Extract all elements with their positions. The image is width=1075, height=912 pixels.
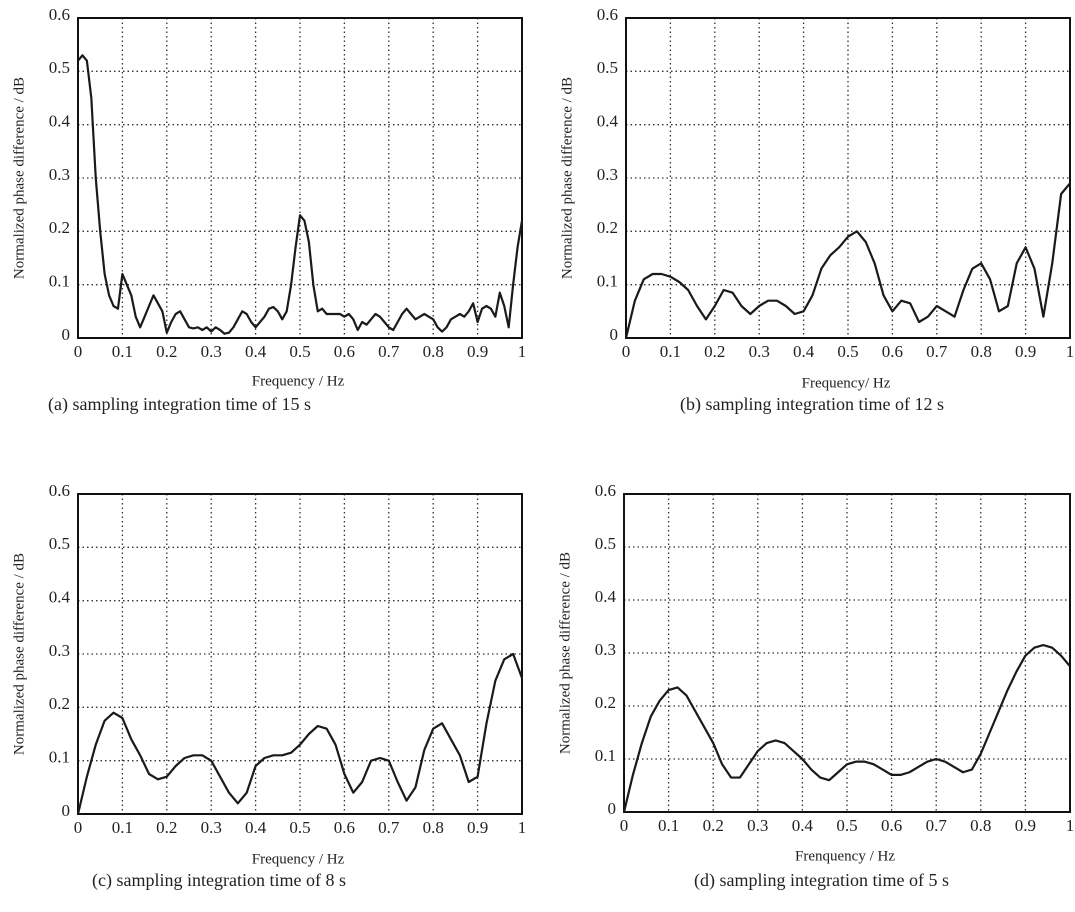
plot-frame — [623, 493, 1071, 813]
y-tick-label: 0.3 — [597, 165, 618, 184]
subplot: 0 0.1 0.2 0.3 0.4 0.5 0.6 0 0.1 0.2 0.3 0.4 0.5 0.6 0.… — [559, 5, 1074, 415]
x-tick-label: 0.1 — [658, 816, 679, 835]
x-tick-label: 0 — [622, 342, 631, 361]
x-tick-label: 0.5 — [289, 342, 310, 361]
y-tick-label: 0.1 — [595, 746, 616, 765]
y-tick-label: 0.2 — [49, 218, 70, 237]
data-line — [624, 182, 1071, 339]
x-tick-label: 0.2 — [704, 342, 725, 361]
x-tick-label: 0.8 — [971, 342, 992, 361]
y-tick-label: 0.4 — [49, 588, 71, 607]
x-tick-label: 0.4 — [245, 342, 267, 361]
x-tick-label: 0.8 — [423, 342, 444, 361]
x-tick-label: 0.3 — [201, 342, 222, 361]
x-tick-label: 0.4 — [245, 818, 267, 837]
x-tick-label: 0.9 — [1015, 816, 1036, 835]
plot-frame — [77, 17, 523, 339]
caption: (c) sampling integration time of 8 s — [92, 870, 346, 891]
x-tick-label: 0.5 — [836, 816, 857, 835]
y-tick-label: 0 — [608, 799, 617, 818]
y-tick-label: 0.2 — [49, 694, 70, 713]
x-tick-label: 0.1 — [112, 818, 133, 837]
plot-frame — [77, 493, 523, 815]
y-tick-label: 0.2 — [595, 693, 616, 712]
x-tick-label: 0.7 — [378, 342, 400, 361]
x-tick-label: 0.1 — [660, 342, 681, 361]
x-axis-label: Frenquency / Hz — [795, 848, 895, 864]
y-tick-label: 0.4 — [595, 587, 617, 606]
x-tick-label: 1 — [1066, 816, 1075, 835]
x-tick-label: 0.2 — [703, 816, 724, 835]
y-axis-label: Normalized phase difference / dB — [557, 552, 573, 754]
caption: (d) sampling integration time of 5 s — [694, 870, 949, 891]
y-tick-label: 0.4 — [49, 112, 71, 131]
y-tick-label: 0.4 — [597, 112, 619, 131]
y-tick-label: 0 — [62, 801, 71, 820]
x-tick-label: 0 — [74, 818, 83, 837]
x-tick-label: 0.9 — [1015, 342, 1036, 361]
subplot: 0 0.1 0.2 0.3 0.4 0.5 0.6 0 0.1 0.2 0.3 0.4 0.5 0.6 0.… — [11, 5, 526, 415]
y-tick-label: 0.5 — [49, 534, 70, 553]
x-tick-label: 0.6 — [334, 818, 355, 837]
x-axis-label: Frequency / Hz — [252, 373, 345, 389]
x-tick-label: 0.7 — [926, 816, 948, 835]
y-tick-label: 0.6 — [49, 481, 70, 500]
x-tick-label: 0.2 — [156, 818, 177, 837]
y-tick-label: 0.6 — [597, 5, 618, 24]
x-tick-label: 0.1 — [112, 342, 133, 361]
subplot: 0 0.1 0.2 0.3 0.4 0.5 0.6 0 0.1 0.2 0.3 0.4 0.5 0.6 0.… — [557, 481, 1074, 891]
x-tick-label: 0.5 — [837, 342, 858, 361]
x-tick-label: 0.8 — [970, 816, 991, 835]
x-tick-label: 0.3 — [749, 342, 770, 361]
y-tick-label: 0.1 — [49, 748, 70, 767]
y-axis-label: Normalized phase difference / dB — [11, 553, 27, 755]
caption: (b) sampling integration time of 12 s — [680, 394, 944, 415]
x-tick-label: 0.8 — [423, 818, 444, 837]
y-tick-label: 0 — [610, 325, 619, 344]
y-tick-label: 0.6 — [595, 481, 616, 500]
y-axis-label: Normalized phase difference / dB — [11, 77, 27, 279]
data-line — [76, 652, 524, 815]
data-line — [622, 643, 1071, 813]
subplot: 0 0.1 0.2 0.3 0.4 0.5 0.6 0 0.1 0.2 0.3 0.4 0.5 0.6 0.… — [11, 481, 526, 891]
x-tick-label: 0.3 — [747, 816, 768, 835]
caption: (a) sampling integration time of 15 s — [48, 394, 311, 415]
x-axis-label: Frequency/ Hz — [802, 375, 891, 391]
y-tick-label: 0.5 — [49, 58, 70, 77]
x-tick-label: 0.5 — [289, 818, 310, 837]
x-tick-label: 0.9 — [467, 342, 488, 361]
x-tick-label: 0.6 — [334, 342, 355, 361]
plot-frame — [625, 17, 1071, 339]
x-tick-label: 0.6 — [882, 342, 903, 361]
x-tick-label: 1 — [518, 818, 527, 837]
y-axis-label: Normalized phase difference / dB — [559, 77, 575, 279]
y-tick-label: 0.6 — [49, 5, 70, 24]
x-tick-label: 0.3 — [201, 818, 222, 837]
y-tick-label: 0.2 — [597, 218, 618, 237]
x-tick-label: 1 — [1066, 342, 1075, 361]
x-tick-label: 1 — [518, 342, 527, 361]
x-tick-label: 0.4 — [793, 342, 815, 361]
y-tick-label: 0.1 — [49, 272, 70, 291]
x-axis-label: Frequency / Hz — [252, 851, 345, 867]
x-tick-label: 0.7 — [378, 818, 400, 837]
x-tick-label: 0.6 — [881, 816, 902, 835]
x-tick-label: 0.4 — [792, 816, 814, 835]
x-tick-label: 0.7 — [926, 342, 948, 361]
y-tick-label: 0.3 — [49, 165, 70, 184]
x-tick-label: 0.9 — [467, 818, 488, 837]
y-tick-label: 0.3 — [595, 640, 616, 659]
y-tick-label: 0.3 — [49, 641, 70, 660]
x-tick-label: 0 — [620, 816, 629, 835]
x-tick-label: 0.2 — [156, 342, 177, 361]
x-tick-label: 0 — [74, 342, 83, 361]
data-line — [77, 54, 524, 335]
y-tick-label: 0.1 — [597, 272, 618, 291]
y-tick-label: 0.5 — [595, 534, 616, 553]
y-tick-label: 0 — [62, 325, 71, 344]
y-tick-label: 0.5 — [597, 58, 618, 77]
